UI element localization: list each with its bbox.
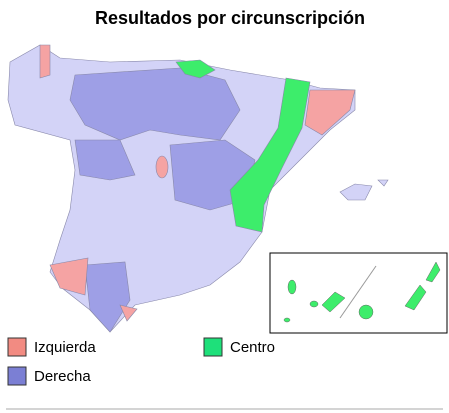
madrid: [155, 155, 169, 179]
legend: Izquierda Centro Derecha: [7, 337, 275, 386]
legend-swatch: [7, 366, 27, 386]
island: [309, 300, 319, 308]
inset-divider: [339, 265, 377, 319]
barcelona: [304, 89, 356, 136]
island: [425, 261, 441, 283]
menorca: [377, 179, 389, 187]
malaga: [119, 304, 138, 322]
east-coast: [229, 77, 311, 233]
basque: [175, 59, 216, 79]
spain-map: [7, 44, 389, 333]
legend-label: Centro: [230, 339, 275, 356]
south-block: [84, 261, 131, 333]
island: [283, 317, 291, 323]
cadiz: [49, 257, 89, 296]
balearics: [339, 183, 373, 201]
legend-swatch: [7, 337, 27, 357]
map-title: Resultados por circunscripción: [95, 8, 365, 28]
legend-swatch: [203, 337, 223, 357]
island: [321, 291, 346, 313]
legend-label: Derecha: [34, 368, 91, 385]
island: [404, 284, 427, 311]
coruna: [39, 44, 51, 79]
island: [287, 279, 297, 295]
north-block: [69, 67, 241, 141]
west-block: [74, 139, 136, 181]
canary-inset: [269, 252, 448, 334]
legend-label: Izquierda: [34, 339, 96, 356]
island: [358, 304, 374, 320]
